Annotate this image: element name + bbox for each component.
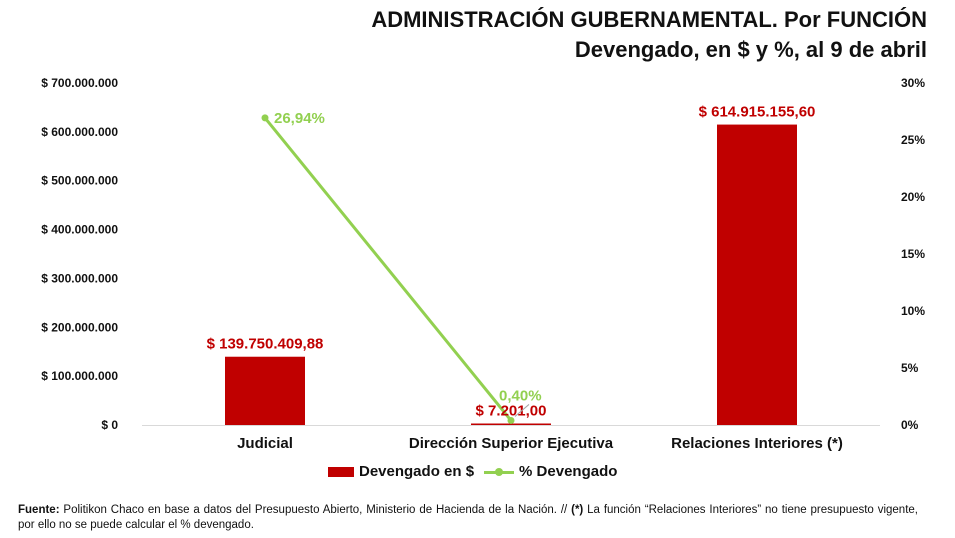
chart-legend: Devengado en $ % Devengado (328, 463, 617, 480)
y-right-tick-label: 20% (901, 190, 925, 204)
y-left-tick-label: $ 300.000.000 (41, 271, 118, 285)
legend-line-label: % Devengado (519, 463, 618, 480)
x-tick-label: Relaciones Interiores (*) (671, 435, 843, 452)
legend-line-swatch (484, 466, 515, 478)
bar (225, 356, 305, 425)
chart-title: ADMINISTRACIÓN GUBERNAMENTAL. Por FUNCIÓ… (371, 7, 927, 32)
bar-data-label: $ 139.750.409,88 (207, 336, 324, 353)
legend-bar-swatch (328, 466, 354, 477)
legend-item-line: % Devengado (484, 463, 617, 480)
y-right-tick-label: 5% (901, 361, 919, 375)
y-left-tick-label: $ 0 (101, 418, 118, 432)
legend-item-bar: Devengado en $ (328, 463, 474, 480)
line-label-leader (514, 404, 530, 417)
line-data-label: 26,94% (274, 110, 325, 127)
y-left-tick-label: $ 100.000.000 (41, 369, 118, 383)
footnote-source-label: Fuente: (18, 504, 60, 516)
footnote-source-text: Politikon Chaco en base a datos del Pres… (59, 504, 572, 516)
legend-bar-label: Devengado en $ (359, 463, 475, 480)
x-tick-label: Judicial (237, 435, 293, 452)
y-right-tick-label: 30% (901, 76, 925, 90)
y-right-tick-label: 15% (901, 247, 925, 261)
chart-subtitle: Devengado, en $ y %, al 9 de abril (574, 37, 927, 62)
x-tick-label: Dirección Superior Ejecutiva (409, 435, 614, 452)
footnote: Fuente: Politikon Chaco en base a datos … (18, 503, 918, 533)
footnote-note-text: La función “Relaciones Interiores” no ti… (18, 504, 918, 531)
bar-data-label: $ 614.915.155,60 (699, 104, 816, 121)
y-left-tick-label: $ 400.000.000 (41, 223, 118, 237)
line-data-label: 0,40% (499, 387, 542, 404)
y-left-tick-label: $ 600.000.000 (41, 125, 118, 139)
y-right-tick-label: 10% (901, 304, 925, 318)
bar-data-label: $ 7.201,00 (476, 403, 547, 420)
y-left-tick-label: $ 200.000.000 (41, 320, 118, 334)
footnote-note-marker: (*) (571, 504, 584, 516)
y-right-tick-label: 25% (901, 133, 925, 147)
y-left-tick-label: $ 700.000.000 (41, 76, 118, 90)
line-point (507, 416, 515, 424)
bar (471, 423, 551, 425)
y-right-tick-label: 0% (901, 418, 919, 432)
line-point (261, 114, 269, 122)
bar (717, 124, 797, 426)
y-left-tick-label: $ 500.000.000 (41, 174, 118, 188)
series-line (263, 116, 513, 422)
